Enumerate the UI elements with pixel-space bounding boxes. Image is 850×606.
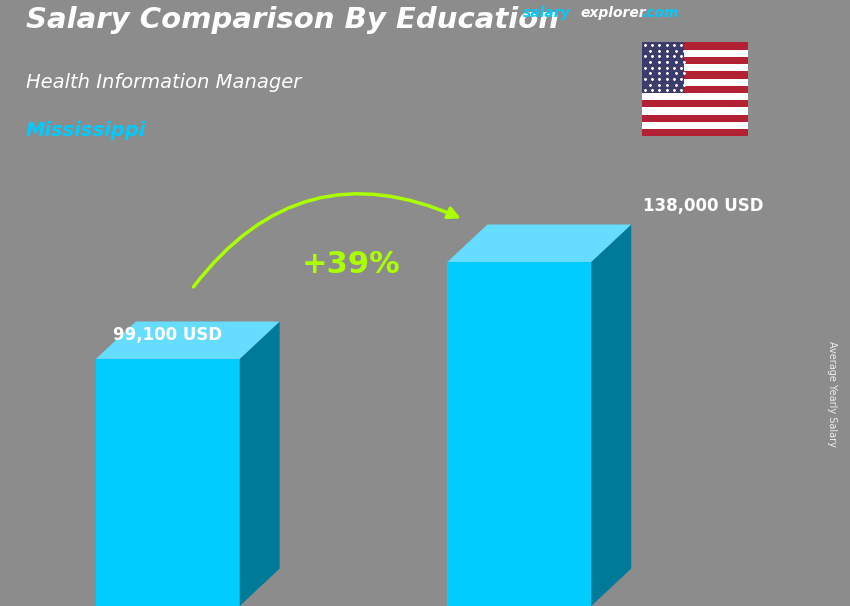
Bar — [642, 57, 748, 64]
Text: +39%: +39% — [303, 250, 401, 279]
Bar — [642, 93, 748, 100]
Polygon shape — [592, 225, 632, 606]
Bar — [642, 122, 748, 129]
Text: .com: .com — [642, 6, 679, 20]
Text: Average Yearly Salary: Average Yearly Salary — [827, 341, 837, 447]
Bar — [642, 86, 748, 93]
Bar — [642, 42, 748, 50]
Text: Health Information Manager: Health Information Manager — [26, 73, 301, 92]
Text: salary: salary — [523, 6, 570, 20]
Bar — [642, 79, 748, 86]
Bar — [642, 129, 748, 136]
Polygon shape — [240, 322, 280, 606]
Bar — [642, 107, 748, 115]
Text: Salary Comparison By Education: Salary Comparison By Education — [26, 6, 558, 34]
Polygon shape — [96, 359, 240, 606]
Polygon shape — [447, 225, 632, 262]
Polygon shape — [96, 322, 280, 359]
Text: 138,000 USD: 138,000 USD — [643, 196, 763, 215]
Bar — [642, 64, 748, 72]
Text: Mississippi: Mississippi — [26, 121, 146, 140]
Bar — [642, 115, 748, 122]
Polygon shape — [447, 262, 592, 606]
Text: explorer: explorer — [581, 6, 646, 20]
Bar — [642, 100, 748, 107]
Bar — [642, 50, 748, 57]
Bar — [642, 42, 684, 93]
Bar — [642, 72, 748, 79]
Text: 99,100 USD: 99,100 USD — [113, 326, 223, 344]
